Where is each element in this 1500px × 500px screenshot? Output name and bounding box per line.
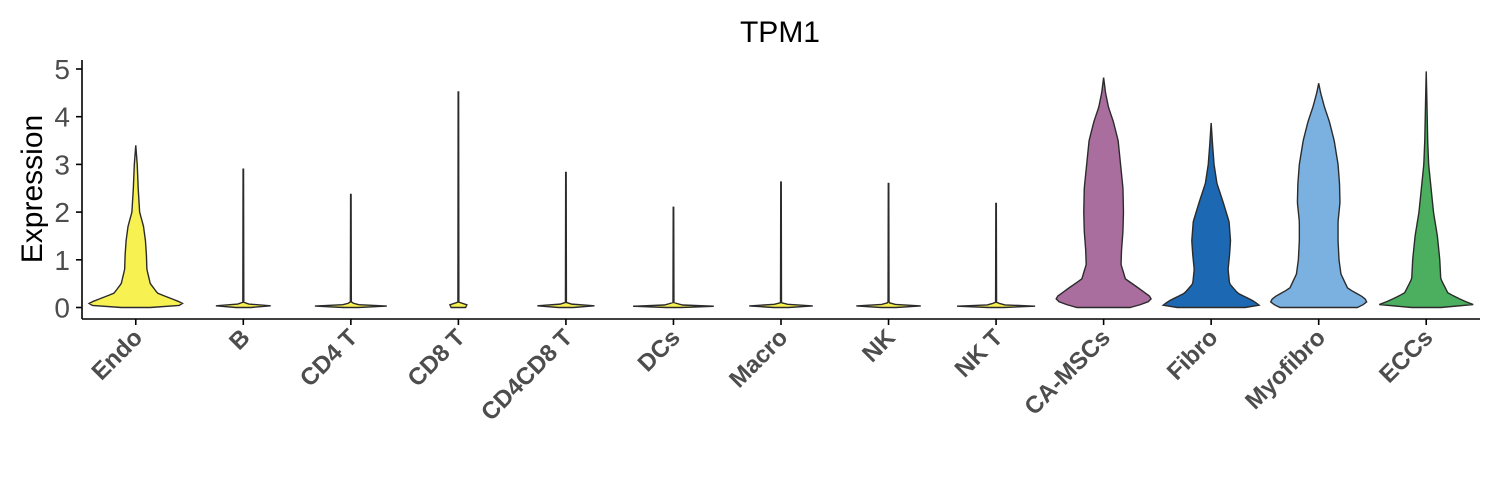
x-tick-label: Macro [724, 324, 793, 393]
violin-nk [856, 182, 921, 309]
violin-ca-mscs [1055, 77, 1152, 309]
violin-b [215, 168, 271, 309]
violin-nk-t [957, 202, 1036, 309]
violin-cd4-t [314, 193, 387, 309]
x-tick-label: B [224, 324, 255, 355]
x-tick-label: Endo [86, 324, 148, 386]
violin-dcs [633, 206, 714, 309]
y-tick-label: 2 [54, 197, 70, 228]
y-tick-label: 5 [54, 54, 70, 85]
x-tick-label: CD4CD8 T [476, 324, 578, 426]
x-tick-label: CD4 T [295, 324, 363, 392]
x-tick-label: CD8 T [403, 324, 471, 392]
violin-fibro [1161, 122, 1261, 309]
x-tick-label: Fibro [1162, 324, 1224, 386]
violin-endo [87, 145, 184, 309]
y-tick-label: 3 [54, 149, 70, 180]
violin-cd8-t [448, 91, 468, 309]
violin-macro [749, 181, 813, 309]
violin-cd4cd8-t [537, 171, 595, 309]
y-tick-label: 1 [54, 245, 70, 276]
x-tick-label: Myofibro [1240, 324, 1331, 415]
x-axis-ticks: Endo B CD4 T CD8 T CD4CD8 T DCs Macro NK NK T CA-… [86, 319, 1438, 426]
violin-myofibro [1269, 83, 1368, 309]
x-tick-label: NK T [950, 324, 1009, 383]
y-axis-ticks: 0 1 2 3 4 5 [54, 54, 82, 324]
x-tick-label: DCs [633, 324, 686, 377]
x-tick-label: NK [857, 324, 901, 368]
x-tick-label: CA-MSCs [1019, 324, 1115, 420]
y-tick-label: 4 [54, 102, 70, 133]
y-tick-label: 0 [54, 293, 70, 324]
violin-eccs [1379, 71, 1474, 309]
chart-title: TPM1 [740, 16, 820, 49]
y-axis-label: Expression [16, 115, 49, 263]
x-tick-label: ECCs [1374, 324, 1438, 388]
violin-group [87, 71, 1474, 309]
